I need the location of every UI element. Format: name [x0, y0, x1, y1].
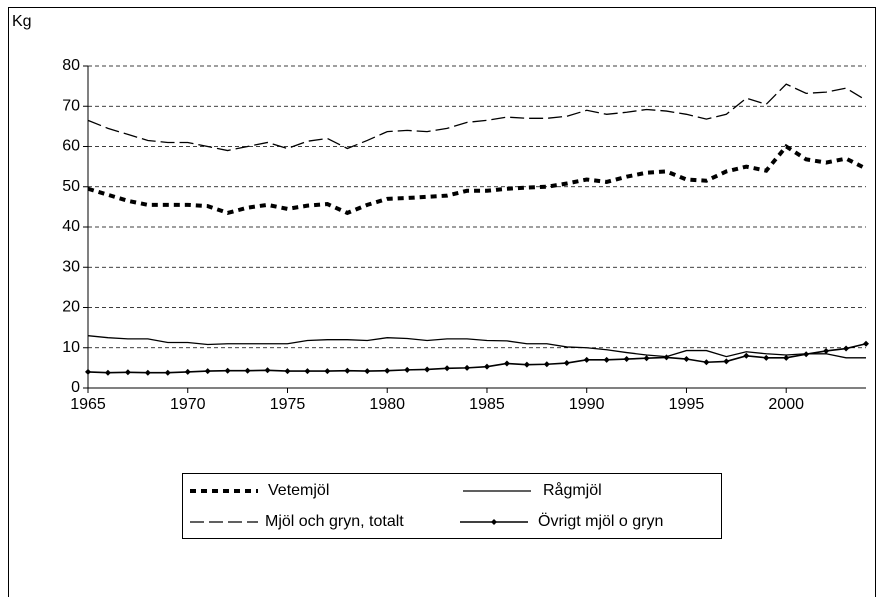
legend-label: Mjöl och gryn, totalt: [265, 513, 404, 530]
y-tick-label: 60: [62, 138, 80, 155]
point: [843, 345, 850, 352]
point: [164, 369, 171, 376]
y-tick-label: 10: [62, 339, 80, 356]
point: [703, 359, 710, 366]
point: [284, 368, 291, 375]
y-tick-label: 80: [62, 57, 80, 74]
point: [224, 367, 231, 374]
point: [204, 368, 211, 375]
y-tick-label: 20: [62, 299, 80, 316]
x-tick-label: 1975: [270, 396, 306, 413]
y-tick-label: 40: [62, 218, 80, 235]
point: [244, 367, 251, 374]
point: [643, 355, 650, 362]
legend-label: Vetemjöl: [268, 482, 329, 499]
point: [563, 360, 570, 367]
point: [424, 366, 431, 373]
point: [104, 369, 111, 376]
point: [404, 366, 411, 373]
point: [124, 369, 131, 376]
series-line: [87, 342, 867, 374]
point: [743, 352, 750, 359]
x-tick-label: 1970: [170, 396, 206, 413]
x-tick-label: 2000: [768, 396, 804, 413]
point: [583, 356, 590, 363]
point: [663, 354, 670, 361]
point: [863, 340, 869, 347]
legend-marker: [491, 519, 497, 525]
x-tick-label: 1995: [669, 396, 705, 413]
point: [623, 356, 630, 363]
point: [683, 356, 690, 363]
y-tick-label: 50: [62, 178, 80, 195]
y-tick-label: 70: [62, 97, 80, 114]
point: [763, 354, 770, 361]
point: [803, 351, 810, 358]
series-line: [87, 335, 866, 359]
series-line: [87, 83, 867, 152]
point: [543, 361, 550, 368]
y-tick-label: 30: [62, 258, 80, 275]
point: [184, 368, 191, 375]
point: [523, 361, 530, 368]
point: [723, 358, 730, 365]
point: [144, 369, 151, 376]
point: [264, 367, 271, 374]
point: [444, 365, 451, 372]
point: [324, 368, 331, 375]
point: [304, 368, 311, 375]
point: [384, 367, 391, 374]
x-tick-label: 1990: [569, 396, 605, 413]
point: [344, 367, 351, 374]
point: [464, 364, 471, 371]
x-tick-label: 1965: [70, 396, 106, 413]
series-line: [87, 143, 867, 216]
y-axis-label: Kg: [12, 13, 32, 30]
y-tick-label: 0: [71, 379, 80, 396]
point: [85, 368, 91, 375]
legend-label: Rågmjöl: [543, 481, 602, 499]
point: [364, 368, 371, 375]
legend: [182, 473, 722, 539]
x-tick-label: 1985: [469, 396, 505, 413]
point: [483, 363, 490, 370]
legend-label: Övrigt mjöl o gryn: [538, 512, 663, 530]
point: [783, 354, 790, 361]
point: [603, 356, 610, 363]
x-tick-label: 1980: [369, 396, 405, 413]
point: [503, 360, 510, 367]
point: [823, 347, 830, 354]
